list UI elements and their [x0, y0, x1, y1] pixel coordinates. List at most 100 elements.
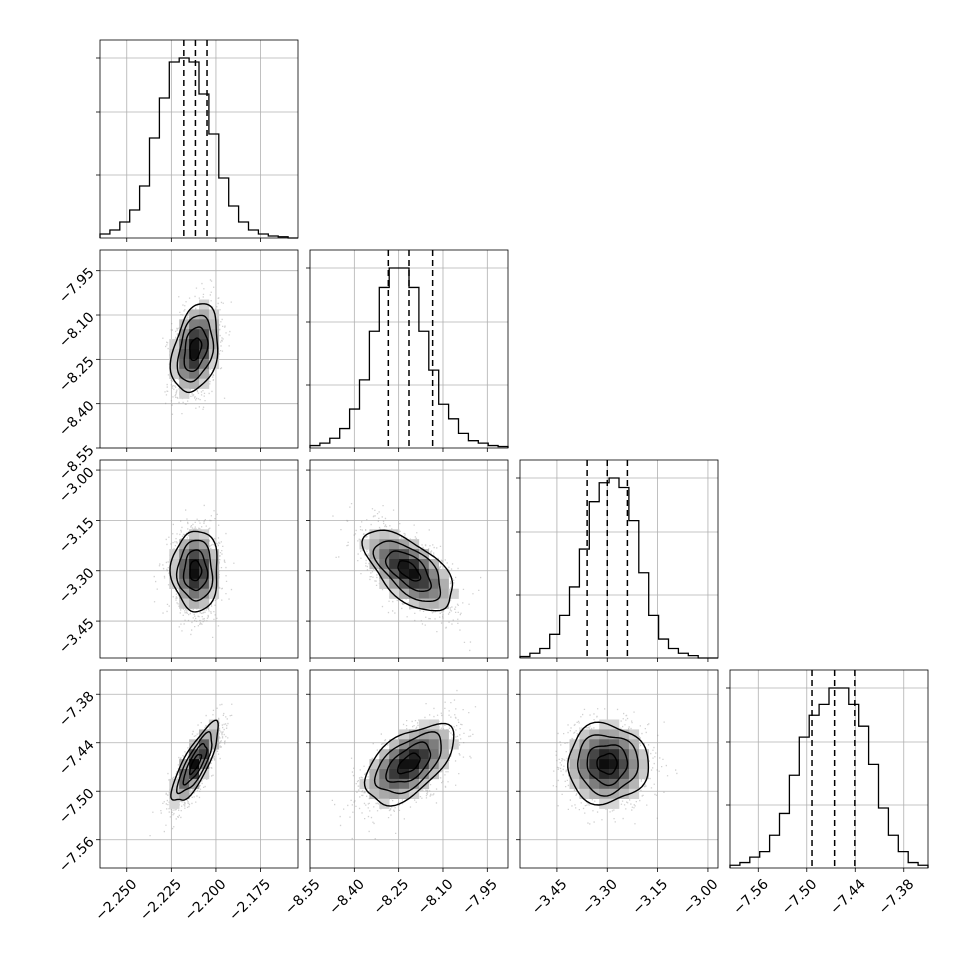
- density-cell: [189, 598, 200, 609]
- x-tick-label: −2.200: [182, 876, 230, 924]
- density-cell: [418, 749, 430, 760]
- panel-contents: [149, 703, 233, 837]
- density-cell: [369, 529, 380, 540]
- density-cell: [208, 739, 220, 750]
- density-cell: [389, 588, 400, 599]
- contour-line: [361, 529, 454, 612]
- contour-line: [385, 741, 432, 783]
- density-cell: [379, 769, 390, 780]
- contour-line: [189, 337, 203, 361]
- density-cell: [389, 539, 400, 550]
- density-cell: [399, 578, 410, 589]
- density-cell: [199, 329, 210, 340]
- contour-line: [586, 744, 629, 787]
- density-cell: [199, 549, 210, 560]
- density-cell: [179, 788, 190, 799]
- contour-line: [567, 721, 650, 806]
- density-cell: [569, 778, 580, 790]
- density-cell: [599, 749, 610, 760]
- density-cell: [369, 559, 380, 570]
- density-cell: [389, 549, 400, 560]
- density-cell: [579, 739, 590, 750]
- density-cell: [189, 329, 200, 340]
- density-cell: [409, 549, 420, 560]
- density-cell: [599, 729, 610, 740]
- density-cell: [599, 769, 610, 780]
- density-cell: [428, 739, 439, 750]
- density-cell: [589, 769, 600, 780]
- density-cell: [389, 578, 400, 589]
- density-cell: [189, 378, 200, 389]
- density-cell: [619, 788, 630, 799]
- density-cell: [379, 529, 390, 540]
- density-cell: [189, 549, 200, 560]
- density-cell: [409, 568, 420, 580]
- panel-frame: [309, 669, 509, 869]
- density-cell: [379, 549, 390, 560]
- density-cell: [619, 739, 630, 750]
- density-cell: [428, 578, 439, 589]
- density-cell: [599, 788, 610, 799]
- density-cell: [369, 539, 380, 550]
- density-cell: [428, 729, 439, 740]
- density-cell: [409, 759, 420, 770]
- density-panel-4-2: [306, 669, 509, 872]
- density-cell: [409, 578, 420, 589]
- density-cell: [399, 568, 410, 580]
- density-cell: [389, 529, 400, 540]
- density-cell: [579, 769, 590, 780]
- y-tick-label: −7.50: [56, 786, 98, 828]
- density-cell: [189, 739, 200, 750]
- density-cell: [169, 349, 180, 360]
- histogram-panel-2: [306, 249, 509, 452]
- density-cell: [418, 549, 430, 560]
- density-panel-3-2: [306, 459, 509, 662]
- histogram-panel-3: [516, 459, 719, 662]
- density-cell: [379, 759, 390, 770]
- density-cell: [628, 769, 640, 780]
- panel-frame: [99, 669, 299, 869]
- density-cell: [399, 769, 410, 780]
- density-cell: [189, 349, 200, 360]
- density-cell: [169, 358, 180, 370]
- density-cell: [438, 588, 449, 599]
- x-tick-label: −8.25: [371, 876, 413, 918]
- density-cell: [199, 598, 210, 609]
- density-cell: [179, 319, 190, 330]
- x-tick-label: −3.00: [680, 876, 722, 918]
- density-cell: [638, 759, 649, 770]
- contour-line: [189, 753, 203, 776]
- density-cell: [428, 568, 439, 580]
- density-cell: [208, 319, 220, 330]
- density-cell: [189, 358, 200, 370]
- density-cell: [609, 759, 620, 770]
- density-cell: [438, 749, 449, 760]
- panel-frame: [309, 249, 509, 449]
- y-tick-label: −7.56: [56, 834, 98, 876]
- density-cell: [569, 759, 580, 770]
- density-cell: [199, 378, 210, 389]
- density-cell: [199, 588, 210, 599]
- density-cell: [448, 739, 459, 750]
- density-cell: [379, 568, 390, 580]
- density-cell: [399, 749, 410, 760]
- density-cell: [569, 769, 580, 780]
- density-cell: [379, 778, 390, 790]
- x-tick-label: −3.15: [630, 876, 672, 918]
- panel-frame: [519, 669, 719, 869]
- contour-line: [384, 550, 433, 592]
- panel-frame: [519, 459, 719, 659]
- density-cell: [399, 539, 410, 550]
- density-cell: [179, 388, 190, 399]
- density-cell: [379, 539, 390, 550]
- density-cell: [638, 769, 649, 780]
- density-cell: [199, 529, 210, 540]
- contour-line: [182, 742, 208, 786]
- density-cell: [179, 539, 190, 550]
- density-cell: [208, 578, 220, 589]
- density-cell: [179, 778, 190, 790]
- density-cell: [199, 749, 210, 760]
- density-cell: [199, 539, 210, 550]
- y-tick-label: −7.95: [56, 265, 98, 307]
